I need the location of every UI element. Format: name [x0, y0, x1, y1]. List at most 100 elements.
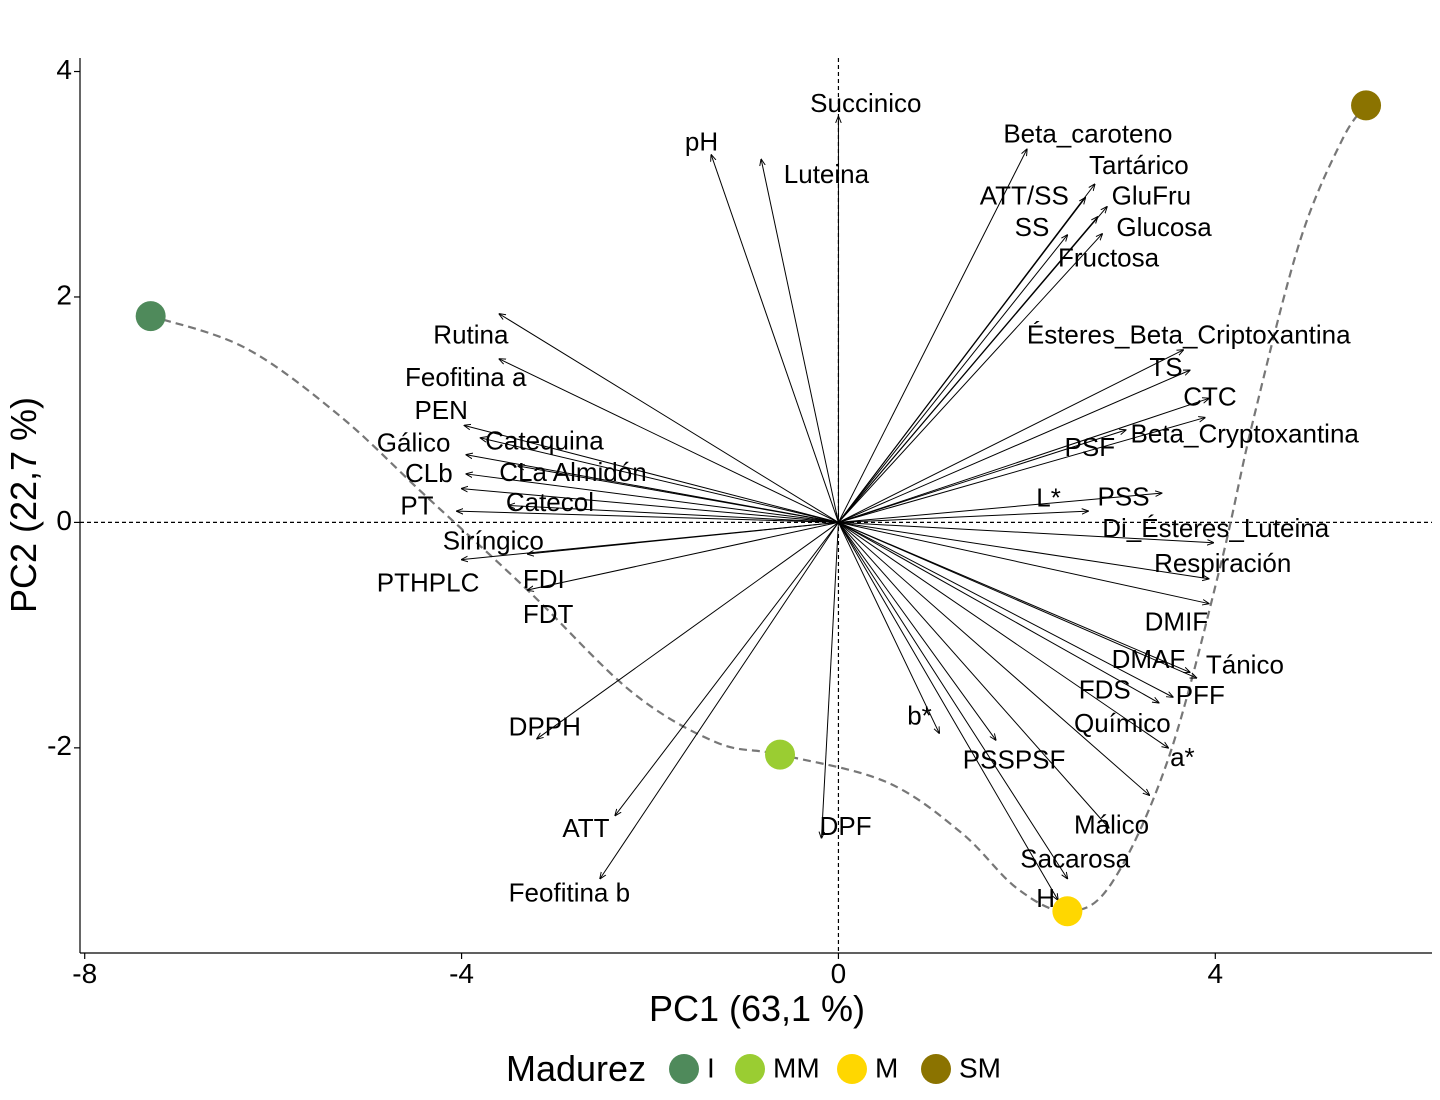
loading-label-ph: pH [685, 127, 718, 157]
x-tick-label: 4 [1208, 958, 1224, 989]
loading-label-pt: PT [400, 491, 433, 521]
legend-label-sm: SM [959, 1052, 1001, 1083]
legend-label-i: I [707, 1052, 715, 1083]
loading-arrow-ts [838, 370, 1189, 523]
legend: Madurez I MM M SM [506, 1048, 1001, 1089]
loading-arrow-ctc [838, 398, 1208, 523]
loading-label-dpf: DPF [820, 811, 872, 841]
loading-label-luteina: Luteina [784, 159, 870, 189]
loading-arrow-l [838, 511, 1088, 523]
score-point-sm [1351, 90, 1382, 121]
loading-label-malico: Málico [1074, 810, 1149, 840]
loading-label-succinico: Succinico [810, 88, 921, 118]
loading-label-clb: CLb [405, 458, 453, 488]
legend-swatch-m [837, 1054, 867, 1084]
loading-label-glufru: GluFru [1112, 181, 1191, 211]
loading-label-quimico: Químico [1074, 708, 1171, 738]
loading-labels: Succinico pH Luteina Beta_carotenoTartárico… [377, 88, 1360, 913]
score-point-mm [765, 739, 796, 770]
loading-arrow-quimico [838, 521, 1168, 747]
y-tick-label: 4 [56, 54, 72, 85]
x-tick-label: 0 [831, 958, 847, 989]
loading-label-ctc: CTC [1183, 381, 1236, 411]
score-point-m [1052, 896, 1083, 927]
loading-arrow-respiracion [838, 521, 1208, 578]
y-tick-label: -2 [47, 730, 72, 761]
loading-arrow-luteina [761, 159, 839, 523]
loading-label-rutina: Rutina [433, 319, 509, 349]
loading-arrow-pt [457, 511, 839, 523]
loading-label-feofitina-a: Feofitina a [405, 362, 527, 392]
loading-arrow-psf [838, 430, 1125, 523]
loading-arrow-rutina [499, 314, 839, 523]
loading-arrow-malico [838, 522, 1108, 827]
loading-arrow-dpf [821, 522, 839, 838]
loading-label-sacarosa: Sacarosa [1020, 843, 1130, 873]
loading-arrow-att-ss [838, 198, 1085, 523]
loading-arrow-fdi [528, 521, 839, 554]
score-points [135, 90, 1382, 927]
loading-label-di-esteres-luteina: Di_Ésteres_Luteina [1102, 513, 1329, 543]
loading-arrow-beta-cryptoxantina [838, 418, 1205, 523]
axis-ticks: -8 -4 0 4 -2 0 2 4 [47, 54, 1223, 989]
loading-arrow-sacarosa [838, 522, 1067, 878]
trajectory-layer [150, 104, 1367, 913]
loading-arrow-h [838, 522, 1058, 900]
legend-swatch-sm [921, 1054, 951, 1084]
loading-arrow-fructosa [838, 234, 1102, 523]
loading-label-psspsf: PSSPSF [963, 744, 1066, 774]
loading-label-ss: SS [1015, 212, 1050, 242]
y-axis-title: PC2 (22,7 %) [3, 397, 44, 613]
loading-label-b: b* [907, 700, 932, 730]
loading-label-dmaf: DMAF [1112, 644, 1186, 674]
loading-label-h: H [1036, 883, 1055, 913]
loading-label-dmif: DMIF [1145, 607, 1209, 637]
x-tick-label: -4 [449, 958, 474, 989]
loading-label-cla-almidon: CLa Almidón [499, 457, 646, 487]
loading-arrow-di-esteres-luteina [838, 521, 1213, 542]
loading-label-ts: TS [1149, 352, 1182, 382]
loading-arrow-pss [838, 493, 1161, 523]
loading-arrow-catequina [480, 438, 839, 523]
loading-label-dpph: DPPH [509, 712, 581, 742]
loading-arrow-clb [466, 474, 839, 523]
loading-arrow-a [838, 522, 1149, 795]
loading-arrow-beta-caroteno [837, 149, 1026, 523]
y-tick-label: 0 [56, 505, 72, 536]
loading-label-fdt: FDT [523, 599, 574, 629]
loading-label-pthplc: PTHPLC [377, 567, 480, 597]
loading-label-galico: Gálico [377, 428, 451, 458]
loading-arrow-cla-almidon [518, 466, 839, 523]
loading-label-esteres-beta-criptoxantina: Ésteres_Beta_Criptoxantina [1027, 319, 1351, 349]
loading-label-a: a* [1170, 742, 1195, 772]
loading-arrow-b [837, 522, 939, 733]
loading-arrow-glucosa [838, 217, 1097, 523]
legend-swatch-mm [735, 1054, 765, 1084]
loading-arrows [457, 117, 1214, 900]
loading-label-catequina: Catequina [485, 425, 604, 455]
loading-arrow-esteres-beta-criptoxantina [838, 350, 1183, 523]
reference-lines [80, 58, 1432, 953]
x-tick-label: -8 [72, 958, 97, 989]
loading-arrow-feofitina-b [600, 522, 839, 878]
loading-arrow-feofitina-a [499, 359, 839, 523]
loading-label-fructosa: Fructosa [1058, 243, 1160, 273]
loading-label-pff: PFF [1176, 680, 1225, 710]
loading-label-pss: PSS [1098, 482, 1150, 512]
loading-label-att: ATT [562, 813, 609, 843]
loading-label-tartarico: Tartárico [1089, 150, 1189, 180]
loading-label-fds: FDS [1079, 674, 1131, 704]
loading-arrow-att [615, 522, 839, 815]
loading-label-catecol: Catecol [506, 487, 594, 517]
loading-label-tanico: Tánico [1206, 650, 1284, 680]
loading-label-respiracion: Respiración [1154, 548, 1291, 578]
loading-label-psf: PSF [1065, 432, 1116, 462]
loading-arrow-catecol [509, 506, 839, 523]
maturity-trajectory [150, 104, 1367, 913]
loading-label-glucosa: Glucosa [1116, 212, 1212, 242]
loading-arrow-tanico [838, 521, 1196, 678]
loading-arrow-pen [464, 425, 839, 523]
score-point-i [135, 301, 166, 332]
loading-arrow-pff [838, 521, 1172, 697]
